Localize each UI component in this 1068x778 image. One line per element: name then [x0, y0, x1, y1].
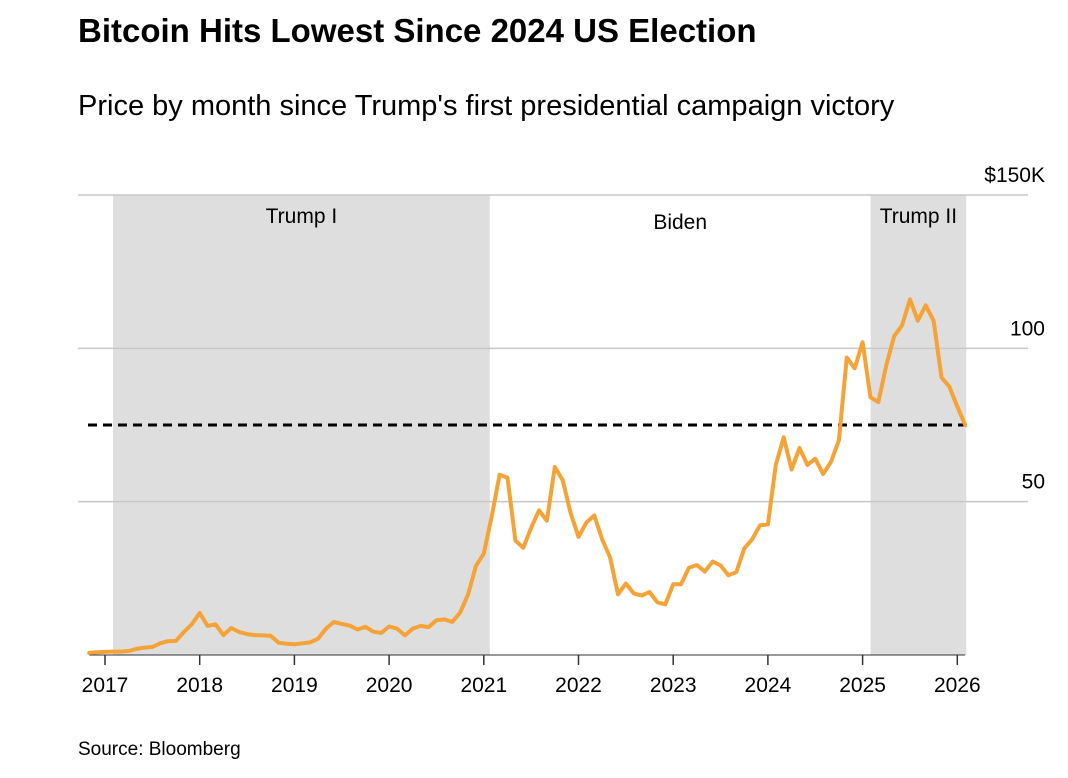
x-tick-label: 2020 — [366, 674, 413, 697]
x-tick-label: 2026 — [934, 674, 981, 697]
x-tick-label: 2021 — [460, 674, 507, 697]
period-label: Biden — [653, 211, 707, 234]
y-tick-label: 100 — [1010, 317, 1045, 340]
source: Source: Bloomberg — [78, 739, 241, 760]
x-tick-label: 2024 — [745, 674, 792, 697]
y-tick-label: $150K — [984, 164, 1045, 187]
x-tick-label: 2017 — [82, 674, 129, 697]
chart-subtitle: Price by month since Trump's first presi… — [78, 90, 895, 122]
y-tick-label: 50 — [1022, 471, 1045, 494]
x-tick-label: 2022 — [555, 674, 602, 697]
price-line — [87, 297, 968, 655]
period-label: Trump II — [880, 205, 957, 228]
x-tick-label: 2019 — [271, 674, 318, 697]
x-tick-label: 2023 — [650, 674, 697, 697]
x-tick-label: 2018 — [176, 674, 223, 697]
chart-title: Bitcoin Hits Lowest Since 2024 US Electi… — [78, 12, 757, 49]
x-tick-label: 2025 — [839, 674, 886, 697]
period-label: Trump I — [266, 205, 338, 228]
